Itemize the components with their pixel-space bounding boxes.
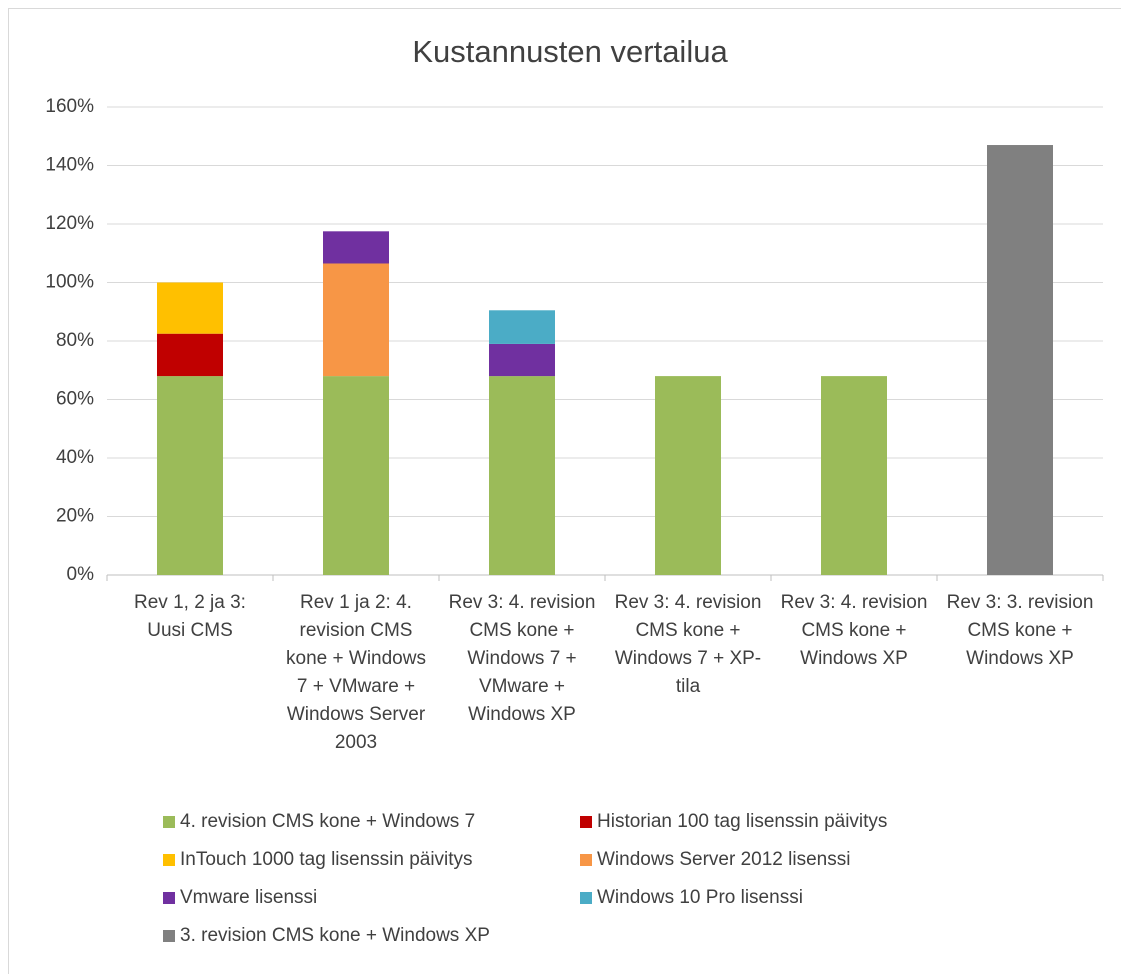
legend-label: Historian 100 tag lisenssin päivitys (597, 811, 887, 832)
legend-swatch (580, 854, 592, 866)
y-tick-label: 160% (45, 96, 94, 117)
legend-swatch (163, 854, 175, 866)
x-tick-label: Rev 1 ja 2: 4. revision CMS kone + Windo… (286, 592, 426, 753)
bar-segment (323, 376, 389, 575)
chart-border (8, 8, 1121, 974)
x-tick-label: Rev 1, 2 ja 3: Uusi CMS (134, 592, 246, 641)
y-tick-label: 20% (56, 506, 94, 527)
legend-label: 4. revision CMS kone + Windows 7 (180, 811, 475, 832)
legend-label: InTouch 1000 tag lisenssin päivitys (180, 849, 473, 870)
bar-segment (489, 310, 555, 344)
bar-segment (157, 376, 223, 575)
y-tick-label: 140% (45, 155, 94, 176)
y-tick-label: 100% (45, 272, 94, 293)
x-tick-label: Rev 3: 4. revision CMS kone + Windows XP (780, 592, 928, 669)
y-tick-label: 60% (56, 389, 94, 410)
bar-segment (323, 263, 389, 377)
y-tick-label: 0% (67, 564, 95, 585)
legend-swatch (580, 816, 592, 828)
y-tick-label: 40% (56, 447, 94, 468)
y-tick-label: 80% (56, 330, 94, 351)
legend-label: 3. revision CMS kone + Windows XP (180, 925, 490, 946)
x-tick-label: Rev 3: 4. revision CMS kone + Windows 7 … (614, 592, 762, 697)
legend-swatch (163, 892, 175, 904)
bar-segment (489, 343, 555, 377)
legend-swatch (580, 892, 592, 904)
bar-segment (821, 376, 887, 575)
legend-label: Windows Server 2012 lisenssi (597, 849, 850, 870)
legend-swatch (163, 816, 175, 828)
chart-title: Kustannusten vertailua (412, 34, 728, 69)
bar-segment (655, 376, 721, 575)
legend-swatch (163, 930, 175, 942)
x-tick-label: Rev 3: 3. revision CMS kone + Windows XP (946, 592, 1094, 669)
y-tick-label: 120% (45, 213, 94, 234)
bar-segment (157, 333, 223, 377)
bar-segment (157, 282, 223, 334)
bar-segment (323, 231, 389, 264)
bar-segment (987, 145, 1053, 575)
x-tick-label: Rev 3: 4. revision CMS kone + Windows 7 … (448, 592, 596, 725)
bar-segment (489, 376, 555, 575)
legend-label: Windows 10 Pro lisenssi (597, 887, 803, 908)
legend-label: Vmware lisenssi (180, 887, 317, 908)
